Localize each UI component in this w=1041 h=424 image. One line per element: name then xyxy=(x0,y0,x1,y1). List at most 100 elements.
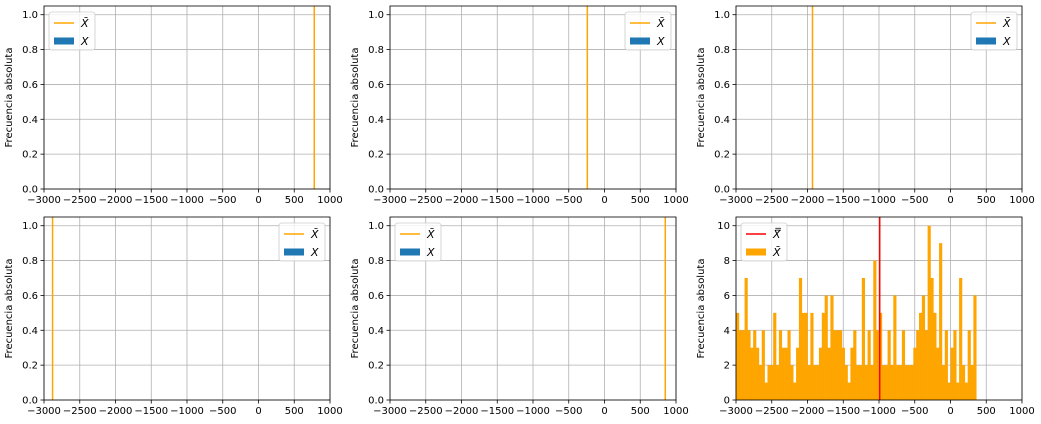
histogram-bar xyxy=(970,365,974,400)
legend: X̄ X xyxy=(278,222,326,262)
histogram-bar xyxy=(801,312,805,400)
axes-frame xyxy=(389,216,677,401)
legend-label: X xyxy=(1002,35,1011,48)
histogram-bar xyxy=(944,330,948,400)
histogram-bar xyxy=(770,365,774,400)
subplot-2: 0.0 0.2 0.4 0.6 0.8 1.0 −3000 −2500 −2000 −1500 −1… xyxy=(350,5,689,206)
axes-frame xyxy=(735,5,1023,190)
histogram-bar xyxy=(790,365,794,400)
x-tick-label: 1000 xyxy=(663,195,688,206)
legend-label: X̿ xyxy=(772,227,782,241)
y-tick-label: 0 xyxy=(724,396,730,407)
histogram-bar xyxy=(873,260,877,400)
histogram-bar xyxy=(896,365,900,400)
x-tick-label: −1000 xyxy=(170,195,204,206)
legend-label: X̄ xyxy=(80,17,89,30)
x-tick-label: −2500 xyxy=(755,195,789,206)
legend-label: X xyxy=(310,246,319,259)
axes-frame xyxy=(43,5,331,190)
legend-patch-swatch xyxy=(284,248,304,256)
histogram-bar xyxy=(761,330,765,400)
y-tick-label: 0.6 xyxy=(714,80,730,91)
x-tick-label: −2500 xyxy=(409,406,443,417)
histogram-bar xyxy=(907,365,911,400)
x-tick-label: −2000 xyxy=(99,406,133,417)
x-tick-label: −2000 xyxy=(791,406,825,417)
legend-label: X̄ xyxy=(426,228,435,241)
subplot-5: 0.0 0.2 0.4 0.6 0.8 1.0 −3000 −2500 −2000 −1500 −1… xyxy=(350,216,689,417)
x-tick-label: 500 xyxy=(977,195,996,206)
x-tick-label: −2500 xyxy=(63,195,97,206)
legend-patch-swatch xyxy=(630,37,650,45)
legend-patch-swatch xyxy=(54,37,74,45)
histogram-bar xyxy=(930,278,934,400)
x-tick-label: −3000 xyxy=(719,406,753,417)
histogram-bar xyxy=(881,365,886,400)
legend-patch-swatch xyxy=(976,37,996,45)
histogram-bar xyxy=(919,312,923,400)
histogram-bar xyxy=(756,347,760,400)
x-tick-label: 500 xyxy=(285,406,304,417)
y-tick-label: 1.0 xyxy=(368,10,384,21)
histogram-bar xyxy=(939,243,943,400)
subplot-6: 0 2 4 6 8 10 −3000 −2500 −2000 −1500 −1000 −500 0 500… xyxy=(696,216,1035,417)
legend-label: X xyxy=(656,35,665,48)
histogram-bar xyxy=(824,295,828,400)
y-tick-label: 10 xyxy=(717,221,730,232)
histogram-bar xyxy=(858,365,863,400)
histogram-bar xyxy=(941,365,946,400)
y-tick-label: 0.6 xyxy=(22,291,38,302)
y-axis-label: Frecuencia absoluta xyxy=(696,48,707,148)
x-tick-label: −1500 xyxy=(480,195,514,206)
histogram-bar xyxy=(847,382,851,400)
y-tick-label: 0.8 xyxy=(22,45,38,56)
histogram-bar xyxy=(836,330,840,400)
x-tick-label: 0 xyxy=(947,406,953,417)
x-tick-label: −1000 xyxy=(862,406,896,417)
histogram-bar xyxy=(781,347,785,400)
histogram-bar xyxy=(901,330,906,400)
histogram-bar xyxy=(830,295,834,400)
histogram-bar xyxy=(850,347,854,400)
histogram-bar xyxy=(861,278,865,400)
histogram-bar xyxy=(953,330,957,400)
histogram-bar xyxy=(924,330,928,400)
x-tick-label: −2500 xyxy=(409,195,443,206)
y-tick-label: 6 xyxy=(724,291,730,302)
histogram-bar xyxy=(827,347,831,400)
histogram-bar xyxy=(936,347,940,400)
x-tick-label: −500 xyxy=(555,195,582,206)
x-tick-label: −1000 xyxy=(862,195,896,206)
histogram-bar xyxy=(950,347,954,400)
y-tick-label: 1.0 xyxy=(22,221,38,232)
histogram-bar xyxy=(964,382,968,400)
histogram-bar xyxy=(818,347,823,400)
legend-label: X̄ xyxy=(1002,17,1011,30)
histogram-bar xyxy=(887,330,891,400)
histogram-bar xyxy=(959,278,963,400)
x-tick-label: −2500 xyxy=(63,406,97,417)
x-tick-label: −1500 xyxy=(826,406,860,417)
x-tick-label: −2000 xyxy=(445,406,479,417)
legend: X̄ X xyxy=(624,11,672,51)
histogram-bar xyxy=(927,225,931,400)
histogram-bar xyxy=(947,382,951,400)
histogram-bar xyxy=(833,330,837,400)
x-tick-label: −3000 xyxy=(373,195,407,206)
histogram-bar xyxy=(798,278,803,400)
x-tick-label: −500 xyxy=(209,406,236,417)
x-tick-label: −500 xyxy=(901,406,928,417)
y-axis-label: Frecuencia absoluta xyxy=(350,48,361,148)
y-tick-label: 0.8 xyxy=(368,45,384,56)
axes-frame xyxy=(43,216,331,401)
x-tick-label: 500 xyxy=(631,195,650,206)
histogram-bar xyxy=(961,365,966,400)
axes-frame xyxy=(735,216,1023,401)
x-tick-label: −3000 xyxy=(719,195,753,206)
x-tick-label: −1500 xyxy=(480,406,514,417)
y-tick-label: 0.0 xyxy=(22,396,38,407)
legend-label: X̄ xyxy=(772,246,781,259)
y-tick-label: 0.0 xyxy=(368,396,384,407)
y-tick-label: 1.0 xyxy=(714,10,730,21)
y-tick-label: 1.0 xyxy=(22,10,38,21)
